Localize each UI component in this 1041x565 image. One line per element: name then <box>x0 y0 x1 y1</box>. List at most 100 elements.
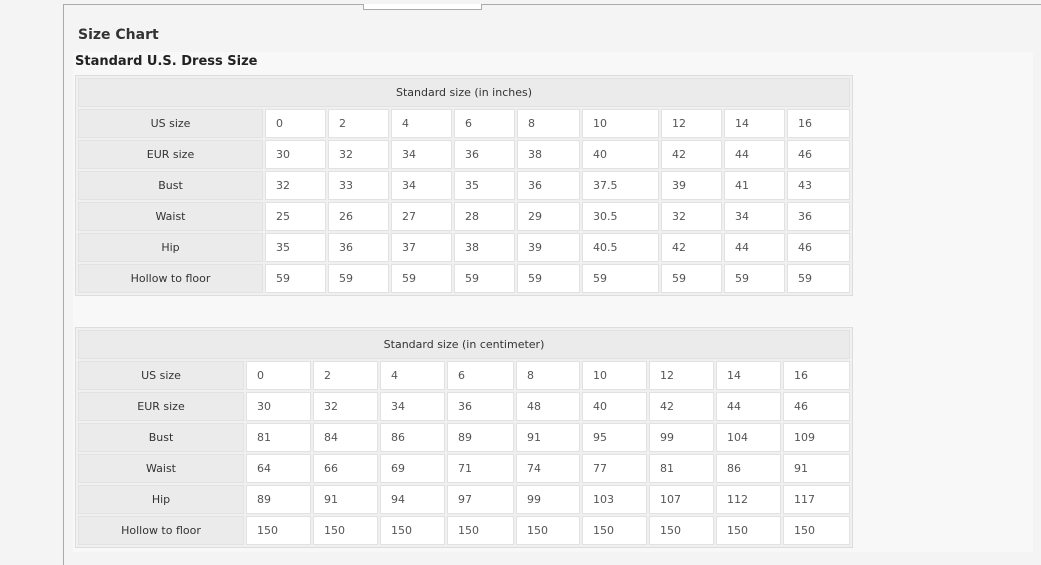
table-cell: 59 <box>265 264 326 293</box>
table-cell: 59 <box>391 264 452 293</box>
table-row: Bust 81 84 86 89 91 95 99 104 109 <box>78 423 851 452</box>
table-cell: 32 <box>328 140 389 169</box>
table-cell: 33 <box>328 171 389 200</box>
table-row: Hip 89 91 94 97 99 103 107 112 117 <box>78 485 851 514</box>
table-cell: 59 <box>582 264 659 293</box>
table-cell: 84 <box>313 423 378 452</box>
table-cell: 8 <box>516 361 580 390</box>
table-cell: 25 <box>265 202 326 231</box>
table-cell: 107 <box>649 485 714 514</box>
table-cell: 39 <box>661 171 722 200</box>
table-cell: 59 <box>724 264 785 293</box>
table-cell: 30.5 <box>582 202 659 231</box>
table-cell: 6 <box>447 361 514 390</box>
table-cell: 37 <box>391 233 452 262</box>
table-cell: 2 <box>328 109 389 138</box>
table-cell: 150 <box>447 516 514 545</box>
row-label: Waist <box>78 202 263 231</box>
table-cell: 77 <box>582 454 647 483</box>
row-label: Hollow to floor <box>78 516 244 545</box>
table-cell: 8 <box>517 109 580 138</box>
table-cell: 150 <box>716 516 781 545</box>
table-cell: 74 <box>516 454 580 483</box>
table-caption: Standard size (in inches) <box>78 78 851 107</box>
table-cell: 46 <box>787 140 851 169</box>
section-title: Standard U.S. Dress Size <box>75 54 258 69</box>
table-cell: 36 <box>454 140 515 169</box>
table-row: Hollow to floor 150 150 150 150 150 150 150 150 1… <box>78 516 851 545</box>
table-cell: 30 <box>265 140 326 169</box>
table-cell: 0 <box>246 361 311 390</box>
table-cell: 150 <box>380 516 445 545</box>
table-cell: 99 <box>649 423 714 452</box>
table-cell: 12 <box>649 361 714 390</box>
table-cell: 0 <box>265 109 326 138</box>
row-label: US size <box>78 361 244 390</box>
table-cell: 12 <box>661 109 722 138</box>
table-cell: 109 <box>783 423 851 452</box>
table-cell: 28 <box>454 202 515 231</box>
table-cell: 32 <box>265 171 326 200</box>
table-cell: 34 <box>391 140 452 169</box>
table-cell: 37.5 <box>582 171 659 200</box>
table-cell: 16 <box>787 109 851 138</box>
table-cell: 99 <box>516 485 580 514</box>
table-cell: 81 <box>649 454 714 483</box>
table-row: Bust 32 33 34 35 36 37.5 39 41 43 <box>78 171 851 200</box>
table-cell: 59 <box>328 264 389 293</box>
table-cell: 14 <box>716 361 781 390</box>
table-cell: 59 <box>454 264 515 293</box>
table-cell: 4 <box>380 361 445 390</box>
table-cell: 10 <box>582 109 659 138</box>
table-cell: 10 <box>582 361 647 390</box>
table-row: EUR size 30 32 34 36 38 40 42 44 46 <box>78 140 851 169</box>
table-cell: 29 <box>517 202 580 231</box>
row-label: Bust <box>78 171 263 200</box>
table-cell: 59 <box>517 264 580 293</box>
table-cell: 16 <box>783 361 851 390</box>
table-cell: 150 <box>246 516 311 545</box>
table-cell: 27 <box>391 202 452 231</box>
row-label: Hip <box>78 233 263 262</box>
table-cell: 91 <box>313 485 378 514</box>
table-cell: 104 <box>716 423 781 452</box>
table-cell: 30 <box>246 392 311 421</box>
table-cell: 97 <box>447 485 514 514</box>
row-label: EUR size <box>78 392 244 421</box>
table-cell: 94 <box>380 485 445 514</box>
table-cell: 42 <box>661 233 722 262</box>
table-cell: 71 <box>447 454 514 483</box>
table-cell: 86 <box>716 454 781 483</box>
table-cell: 34 <box>391 171 452 200</box>
table-cell: 95 <box>582 423 647 452</box>
table-cell: 26 <box>328 202 389 231</box>
table-cell: 69 <box>380 454 445 483</box>
table-cell: 32 <box>313 392 378 421</box>
table-cell: 66 <box>313 454 378 483</box>
table-cell: 36 <box>328 233 389 262</box>
table-row: Hollow to floor 59 59 59 59 59 59 59 59 59 <box>78 264 851 293</box>
table-cell: 14 <box>724 109 785 138</box>
table-cell: 103 <box>582 485 647 514</box>
tab[interactable] <box>363 4 482 10</box>
table-cell: 42 <box>661 140 722 169</box>
table-cell: 46 <box>783 392 851 421</box>
table-cell: 44 <box>716 392 781 421</box>
table-cell: 112 <box>716 485 781 514</box>
table-cell: 150 <box>313 516 378 545</box>
table-cell: 34 <box>380 392 445 421</box>
table-cell: 44 <box>724 233 785 262</box>
table-cell: 89 <box>246 485 311 514</box>
table-cell: 117 <box>783 485 851 514</box>
table-cell: 91 <box>783 454 851 483</box>
table-cell: 38 <box>517 140 580 169</box>
table-cell: 91 <box>516 423 580 452</box>
table-cell: 64 <box>246 454 311 483</box>
table-cell: 38 <box>454 233 515 262</box>
row-label: EUR size <box>78 140 263 169</box>
table-row: EUR size 30 32 34 36 48 40 42 44 46 <box>78 392 851 421</box>
table-caption: Standard size (in centimeter) <box>78 330 851 359</box>
table-cell: 48 <box>516 392 580 421</box>
table-cell: 40 <box>582 392 647 421</box>
table-cell: 4 <box>391 109 452 138</box>
